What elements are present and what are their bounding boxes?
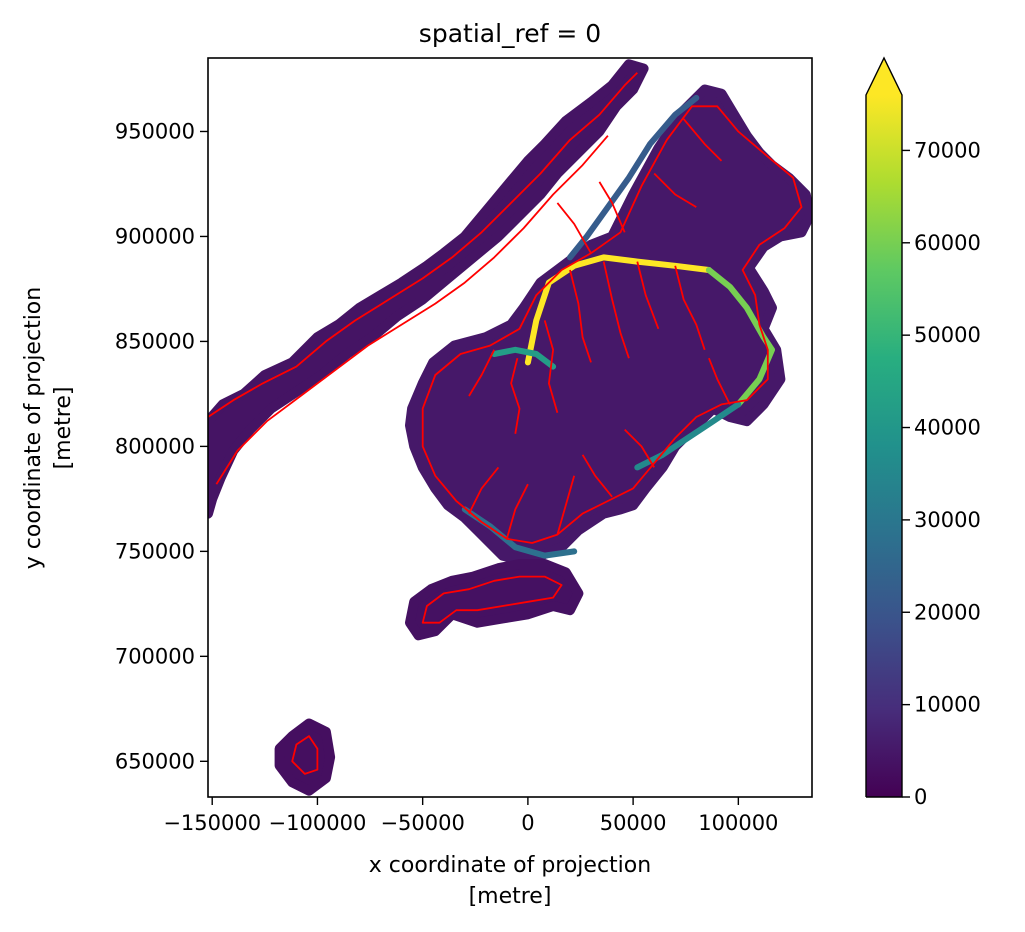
southwest-islet-outline [291,735,319,775]
y-axis-unit: [metre] [51,387,76,470]
branch-14 [468,466,500,515]
branch-12 [556,475,576,535]
branch-16 [708,357,731,405]
x-axis: −150000 −100000 −50000 0 50000 100000 [163,797,778,835]
colorbar-tick-label: 60000 [914,231,981,255]
branch-11 [581,454,613,498]
x-tick-label: 100000 [698,811,778,835]
branch-7 [598,181,626,233]
branch-8 [653,172,697,208]
y-axis-label: y coordinate of projection [21,287,46,569]
y-tick-label: 950000 [115,119,195,143]
branch-13 [505,483,529,540]
branch-0 [510,357,521,434]
branch-10 [624,428,655,468]
chart-title: spatial_ref = 0 [419,19,601,48]
main-island-outline [421,105,803,544]
northwest-coast-inner [215,135,609,485]
colorbar-tick-label: 30000 [914,508,981,532]
colorbar-tick-label: 70000 [914,138,981,162]
x-axis-label: x coordinate of projection [369,853,651,878]
colorbar-gradient [866,95,902,797]
branch-5 [674,265,706,351]
region-northwest-coast [208,59,649,519]
colorbar: 0 10000 20000 30000 40000 50000 60000 70000 [865,56,981,809]
flow-path-2 [491,346,557,370]
branch-9 [682,118,723,162]
y-tick-label: 850000 [115,329,195,353]
x-tick-label: 0 [521,811,534,835]
x-tick-label: −50000 [380,811,464,835]
branch-3 [602,261,630,359]
colorbar-outline [865,56,903,798]
branch-2 [569,269,592,363]
flow-path-3 [634,401,742,471]
flow-path-0 [524,254,712,366]
plot-area [208,59,812,796]
y-tick-label: 800000 [115,434,195,458]
colorbar-tick-label: 10000 [914,693,981,717]
x-tick-label: −150000 [163,811,261,835]
y-tick-label: 700000 [115,644,195,668]
southern-island-outline [421,575,563,624]
colorbar-tick-label: 0 [914,785,927,809]
colorbar-ticks: 0 10000 20000 30000 40000 50000 60000 70000 [902,138,981,809]
northwest-coast-outline [208,72,638,418]
region-southwest-islet [274,718,336,796]
branch-4 [636,261,660,330]
colorbar-tick-label: 20000 [914,600,981,624]
plot-frame [207,57,813,798]
flow-path-5 [567,94,700,261]
y-tick-label: 650000 [115,749,195,773]
x-tick-label: 50000 [600,811,667,835]
y-tick-label: 750000 [115,539,195,563]
x-axis-unit: [metre] [469,884,552,909]
branch-6 [556,202,592,254]
branch-15 [468,349,496,397]
colorbar-extend-max [866,58,902,95]
colorbar-tick-label: 40000 [914,416,981,440]
y-tick-label: 900000 [115,224,195,248]
region-main-island [405,84,812,565]
colorbar-tick-label: 50000 [914,323,981,347]
flow-path-4 [461,506,578,559]
branch-1 [543,320,559,414]
y-axis: 650000 700000 750000 800000 850000 900000 9500… [115,119,208,773]
x-tick-label: −100000 [269,811,367,835]
